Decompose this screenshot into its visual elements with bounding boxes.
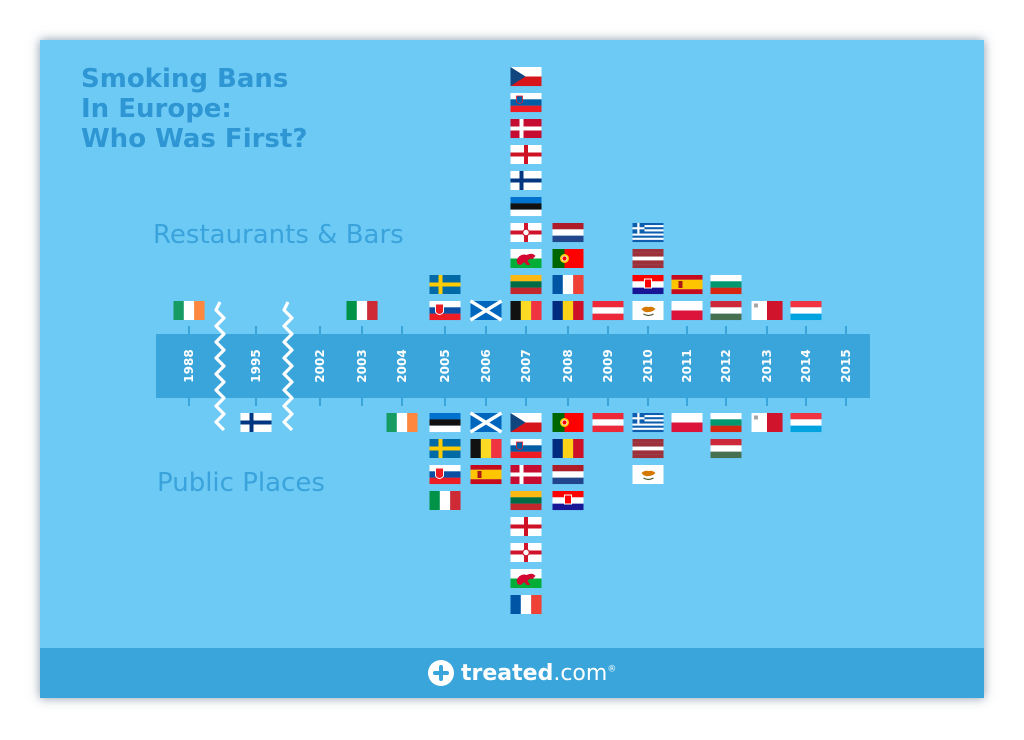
flag-finland <box>510 171 542 190</box>
flag-bulgaria <box>710 275 742 295</box>
flag-lithuania <box>510 491 542 511</box>
flag-slovakia <box>429 301 461 321</box>
year-tick-label: 2014 <box>799 349 813 382</box>
flag-france <box>552 275 584 294</box>
flag-northern-ireland <box>510 223 542 242</box>
flag-lithuania <box>510 275 542 295</box>
flag-croatia <box>552 491 584 511</box>
flag-slovakia <box>429 465 461 485</box>
flag-hungary <box>710 439 742 459</box>
brand-logo[interactable]: treated.com® <box>428 656 616 690</box>
flag-luxembourg <box>790 301 822 321</box>
flag-cyprus <box>632 301 664 320</box>
brand-suffix: .com <box>553 660 608 686</box>
flag-slovenia <box>510 439 542 459</box>
flag-czech-republic <box>510 413 542 433</box>
plus-logo-icon <box>428 660 454 686</box>
flag-romania <box>552 439 584 458</box>
registered-mark: ® <box>607 664 617 675</box>
flag-ireland <box>173 301 205 320</box>
flag-czech-republic <box>510 67 542 87</box>
footer-bar: treated.com® <box>40 648 984 698</box>
timeline-bar <box>156 334 870 398</box>
flag-hungary <box>710 301 742 321</box>
flag-greece <box>632 413 664 433</box>
flag-romania <box>552 301 584 320</box>
flag-scotland <box>469 299 503 322</box>
flag-belgium <box>470 439 502 458</box>
title-line-1: Smoking Bans <box>81 64 289 94</box>
year-tick-label: 2005 <box>438 349 452 382</box>
flag-austria <box>592 413 624 433</box>
flag-malta <box>751 413 783 432</box>
flag-cyprus <box>632 465 664 484</box>
year-tick-label: 2012 <box>719 349 733 382</box>
flag-luxembourg <box>790 413 822 433</box>
axis-break-zigzag <box>282 301 294 432</box>
title-line-3: Who Was First? <box>81 124 308 154</box>
year-tick-label: 2011 <box>680 349 694 382</box>
year-tick-label: 2008 <box>561 349 575 382</box>
flag-spain <box>671 275 703 295</box>
flag-netherlands <box>552 223 584 243</box>
restaurants-bars-label: Restaurants & Bars <box>153 220 404 250</box>
flag-denmark <box>510 465 542 484</box>
flag-scotland <box>469 411 503 434</box>
flag-england <box>510 145 542 164</box>
flag-malta <box>751 301 783 320</box>
flag-poland <box>671 301 703 321</box>
flag-estonia <box>429 413 461 433</box>
flag-spain <box>470 465 502 485</box>
flag-england <box>510 517 542 536</box>
flag-ireland <box>386 413 418 432</box>
year-tick-label: 2002 <box>313 349 327 382</box>
flag-portugal <box>552 249 584 268</box>
brand-name: treated <box>461 660 554 686</box>
year-tick-label: 2003 <box>355 349 369 382</box>
flag-denmark <box>510 119 542 138</box>
flag-northern-ireland <box>510 543 542 562</box>
timeline-chart: 1988 1995 2002 2003 2004 2005 2006 2007 2008 2009… <box>156 67 870 614</box>
year-tick-label: 1988 <box>182 349 196 382</box>
flag-latvia <box>632 249 664 269</box>
year-tick-label: 2015 <box>839 349 853 382</box>
flag-finland <box>240 413 272 432</box>
flag-austria <box>592 301 624 321</box>
flag-wales <box>510 569 542 588</box>
flag-sweden <box>429 439 461 458</box>
page-title: Smoking Bans In Europe: Who Was First? <box>81 64 307 154</box>
flag-netherlands <box>552 465 584 485</box>
flag-belgium <box>510 301 542 320</box>
flag-latvia <box>632 439 664 459</box>
flag-sweden <box>429 275 461 294</box>
year-tick-label: 2004 <box>395 349 409 382</box>
infographic-card: Smoking Bans In Europe: Who Was First? R… <box>40 40 984 698</box>
flag-bulgaria <box>710 413 742 433</box>
axis-break-zigzag <box>214 301 226 432</box>
flag-poland <box>671 413 703 433</box>
flag-greece <box>632 223 664 243</box>
flag-italy <box>429 491 461 510</box>
year-tick-label: 2013 <box>760 349 774 382</box>
public-places-label: Public Places <box>157 468 325 498</box>
flag-croatia <box>632 275 664 295</box>
flag-france <box>510 595 542 614</box>
flag-slovenia <box>510 93 542 113</box>
flag-portugal <box>552 413 584 432</box>
year-tick-label: 2009 <box>601 349 615 382</box>
flag-estonia <box>510 197 542 217</box>
title-line-2: In Europe: <box>81 94 232 124</box>
year-tick-label: 2006 <box>479 349 493 382</box>
year-tick-label: 2010 <box>641 349 655 382</box>
flag-italy <box>346 301 378 320</box>
flag-wales <box>510 249 542 268</box>
year-tick-label: 1995 <box>249 349 263 382</box>
year-tick-label: 2007 <box>519 349 533 382</box>
